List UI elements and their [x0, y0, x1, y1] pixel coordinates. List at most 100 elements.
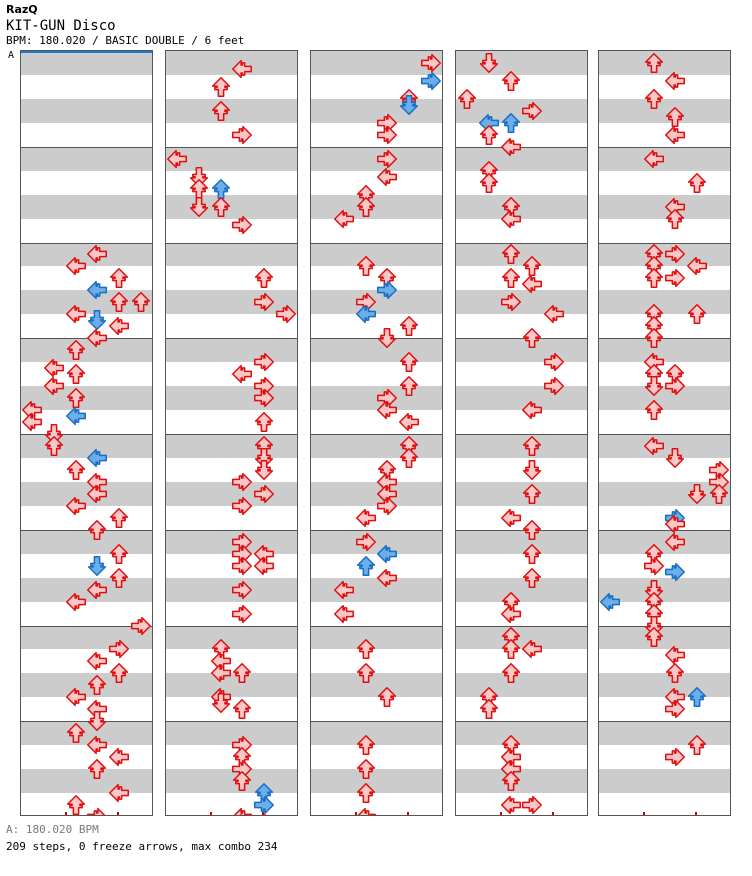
note-arrow-right-red — [376, 387, 398, 409]
note-arrow-down-red — [188, 166, 210, 188]
note-arrow-up-red — [664, 106, 686, 128]
note-arrow-up-red — [231, 698, 253, 720]
note-arrow-up-red — [253, 411, 275, 433]
note-arrow-up-blue — [686, 686, 708, 708]
note-arrow-right-red — [420, 52, 442, 74]
note-arrow-up-red — [210, 196, 232, 218]
note-arrow-up-red — [355, 638, 377, 660]
note-arrow-up-red — [521, 519, 543, 541]
note-arrow-left-red — [643, 148, 665, 170]
note-arrow-up-red — [478, 172, 500, 194]
note-arrow-left-red — [376, 483, 398, 505]
note-arrow-up-red — [643, 88, 665, 110]
note-arrow-up-red — [686, 734, 708, 756]
stats-footer-line: 209 steps, 0 freeze arrows, max combo 23… — [6, 840, 278, 853]
note-arrow-up-red — [500, 267, 522, 289]
note-arrow-right-red — [376, 148, 398, 170]
note-arrow-left-red — [500, 507, 522, 529]
note-arrow-down-red — [643, 615, 665, 637]
note-arrow-right-red — [355, 291, 377, 313]
note-arrow-right-blue — [376, 279, 398, 301]
note-arrow-down-red — [376, 327, 398, 349]
measure-line — [166, 242, 297, 244]
note-arrow-left-red — [500, 208, 522, 230]
note-arrow-up-red — [65, 794, 87, 815]
measure-line — [456, 338, 587, 340]
note-arrow-right-red — [231, 495, 253, 517]
bpm-tick-1 — [499, 812, 502, 815]
bpm-tick-2 — [694, 812, 697, 815]
note-arrow-up-red — [664, 208, 686, 230]
note-arrow-left-blue — [65, 405, 87, 427]
note-arrow-left-red — [231, 806, 253, 815]
measure-line — [311, 146, 442, 148]
chart-info-line: BPM: 180.020 / BASIC DOUBLE / 6 feet — [6, 34, 245, 47]
note-arrow-right-blue — [253, 794, 275, 815]
measure-line — [21, 625, 152, 627]
note-arrow-left-red — [65, 495, 87, 517]
beat-stripe — [599, 434, 730, 458]
note-arrow-left-red — [231, 812, 253, 815]
beat-stripe — [166, 577, 297, 602]
beat-stripe — [166, 625, 297, 650]
note-arrow-left-red — [664, 124, 686, 146]
note-arrow-down-red — [478, 52, 500, 74]
chart-column-1[interactable] — [20, 50, 153, 816]
measure-line — [311, 434, 442, 435]
bpm-tick-2 — [261, 812, 264, 815]
chart-column-2[interactable] — [165, 50, 298, 816]
measure-line — [456, 434, 587, 435]
beat-stripe — [311, 673, 442, 698]
measure-line — [599, 529, 730, 531]
note-arrow-up-red — [521, 543, 543, 565]
note-arrow-right-red — [231, 124, 253, 146]
measure-line — [166, 146, 297, 148]
note-arrow-down-red — [210, 692, 232, 714]
artist-name: RazQ — [6, 3, 38, 16]
beat-stripe — [311, 721, 442, 746]
beat-stripe — [166, 242, 297, 267]
beat-stripe — [456, 577, 587, 602]
note-arrow-left-red — [664, 531, 686, 553]
note-arrow-up-red — [355, 758, 377, 780]
beat-stripe — [456, 721, 587, 746]
beat-stripe — [21, 146, 152, 171]
note-arrow-right-red — [376, 124, 398, 146]
note-arrow-up-red — [500, 70, 522, 92]
note-arrow-left-red — [664, 644, 686, 666]
note-arrow-up-red — [86, 519, 108, 541]
beat-stripe — [599, 386, 730, 411]
note-arrow-up-red — [210, 100, 232, 122]
note-arrow-up-red — [65, 387, 87, 409]
measure-line — [456, 146, 587, 148]
note-arrow-left-red — [65, 303, 87, 325]
note-arrow-up-red — [398, 351, 420, 373]
note-arrow-up-red — [643, 52, 665, 74]
chart-column-3[interactable] — [310, 50, 443, 816]
note-arrow-up-red — [521, 327, 543, 349]
note-arrow-right-red — [543, 375, 565, 397]
beat-stripe — [166, 98, 297, 123]
note-arrow-left-red — [253, 555, 275, 577]
note-arrow-up-red — [108, 507, 130, 529]
note-arrow-down-red — [521, 459, 543, 481]
measure-line — [456, 529, 587, 531]
note-arrow-up-red — [231, 770, 253, 792]
note-arrow-left-red — [231, 363, 253, 385]
note-arrow-up-red — [130, 291, 152, 313]
note-arrow-left-red — [231, 58, 253, 80]
note-arrow-left-red — [521, 273, 543, 295]
note-arrow-right-red — [664, 698, 686, 720]
note-arrow-up-blue — [355, 555, 377, 577]
note-arrow-up-red — [643, 399, 665, 421]
chart-column-5[interactable] — [598, 50, 731, 816]
measure-line — [456, 625, 587, 627]
note-arrow-left-red — [65, 255, 87, 277]
note-arrow-right-red — [130, 615, 152, 637]
measure-line — [599, 146, 730, 148]
note-arrow-up-red — [456, 88, 478, 110]
chart-column-4[interactable] — [455, 50, 588, 816]
beat-stripe — [311, 242, 442, 267]
note-arrow-right-red — [108, 638, 130, 660]
note-arrow-left-red — [376, 567, 398, 589]
